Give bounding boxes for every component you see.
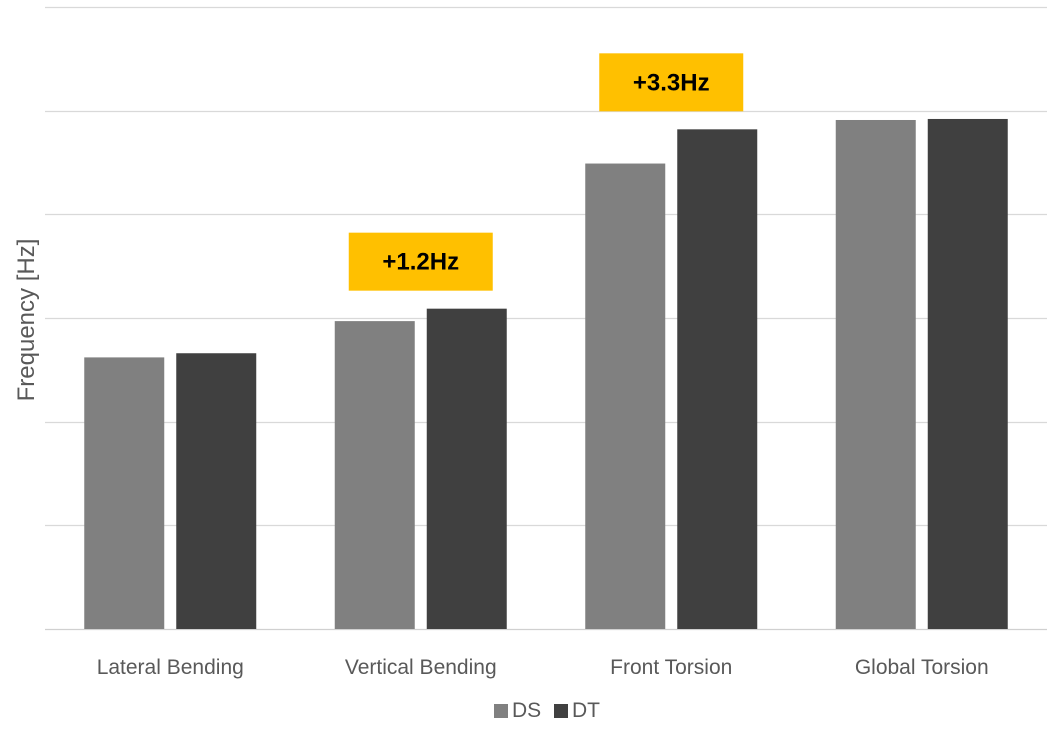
x-axis-ticks: Lateral Bending Vertical Bending Front Tor…	[97, 656, 989, 679]
bar-ds	[835, 119, 916, 629]
annotation-label: +3.3Hz	[633, 69, 710, 96]
x-tick-label: Vertical Bending	[345, 656, 497, 679]
annotation-box	[599, 53, 744, 112]
x-tick-label: Front Torsion	[610, 656, 732, 679]
legend-label-dt: DT	[572, 699, 600, 722]
bar-ds	[585, 163, 666, 629]
bar-dt	[426, 308, 507, 629]
legend-label-ds: DS	[512, 699, 541, 722]
y-axis-label: Frequency [Hz]	[13, 239, 40, 402]
x-tick-label: Global Torsion	[855, 656, 989, 679]
bar-dt	[176, 353, 257, 629]
x-tick-label: Lateral Bending	[97, 656, 244, 679]
bar-ds	[84, 357, 165, 629]
legend-swatch-dt	[554, 704, 568, 718]
legend: DS DT	[494, 699, 600, 722]
annotations: +1.2Hz +3.3Hz	[348, 53, 744, 291]
bar-dt	[927, 118, 1008, 630]
bar-dt	[677, 129, 758, 629]
bar-ds	[334, 321, 415, 629]
legend-swatch-ds	[494, 704, 508, 718]
annotation-label: +1.2Hz	[382, 249, 459, 276]
bars	[84, 118, 1008, 630]
annotation-box	[348, 232, 493, 291]
